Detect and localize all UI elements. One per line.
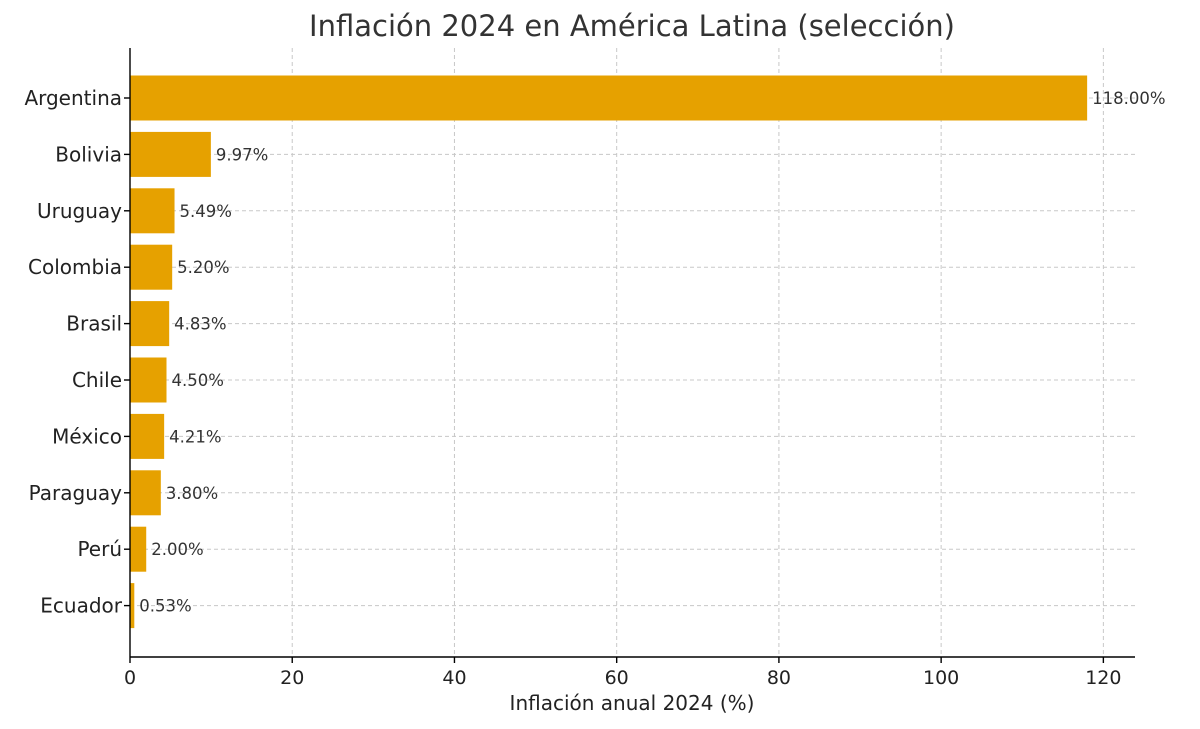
x-axis-label: Inflación anual 2024 (%) [510, 691, 755, 715]
value-label: 118.00% [1092, 89, 1165, 108]
x-tick-label: 60 [605, 667, 629, 689]
data-labels: 118.00% 9.97% 5.49% 5.20% 4.83% 4.50% 4.21% 3.8… [139, 89, 1165, 616]
value-label: 5.20% [177, 258, 229, 277]
value-label: 3.80% [166, 484, 218, 503]
value-label: 9.97% [216, 145, 268, 164]
category-label: Perú [77, 537, 122, 561]
x-tick-label: 80 [767, 667, 791, 689]
bar [130, 301, 170, 347]
bar [130, 526, 147, 572]
bar [130, 583, 135, 629]
value-label: 4.21% [169, 427, 221, 446]
x-tick-label: 0 [124, 667, 136, 689]
category-label: Argentina [24, 86, 122, 110]
category-label: Ecuador [40, 594, 122, 618]
category-label: Chile [72, 368, 122, 392]
category-label: Bolivia [55, 142, 122, 166]
category-label: México [52, 424, 122, 448]
x-axis: 0 20 40 60 80 100 120 [124, 656, 1135, 689]
bar [130, 244, 173, 290]
bar [130, 131, 211, 177]
category-label: Brasil [66, 312, 122, 336]
chart-title: Inflación 2024 en América Latina (selecc… [309, 9, 955, 43]
value-label: 2.00% [151, 540, 203, 559]
category-label: Uruguay [37, 199, 122, 223]
value-label: 5.49% [180, 202, 232, 221]
x-tick-label: 120 [1085, 667, 1121, 689]
category-label: Paraguay [29, 481, 123, 505]
x-tick-label: 100 [923, 667, 959, 689]
x-tick-label: 20 [280, 667, 304, 689]
bar [130, 75, 1088, 121]
bar [130, 470, 161, 516]
bar [130, 413, 165, 459]
category-label: Colombia [28, 255, 122, 279]
y-axis: Argentina Bolivia Uruguay Colombia Brasil Chi… [24, 48, 131, 657]
value-label: 4.83% [174, 315, 226, 334]
value-label: 4.50% [172, 371, 224, 390]
bar [130, 188, 175, 234]
x-tick-label: 40 [442, 667, 466, 689]
bar [130, 357, 167, 403]
bars [130, 75, 1088, 629]
value-label: 0.53% [139, 597, 191, 616]
grid [130, 48, 1135, 657]
